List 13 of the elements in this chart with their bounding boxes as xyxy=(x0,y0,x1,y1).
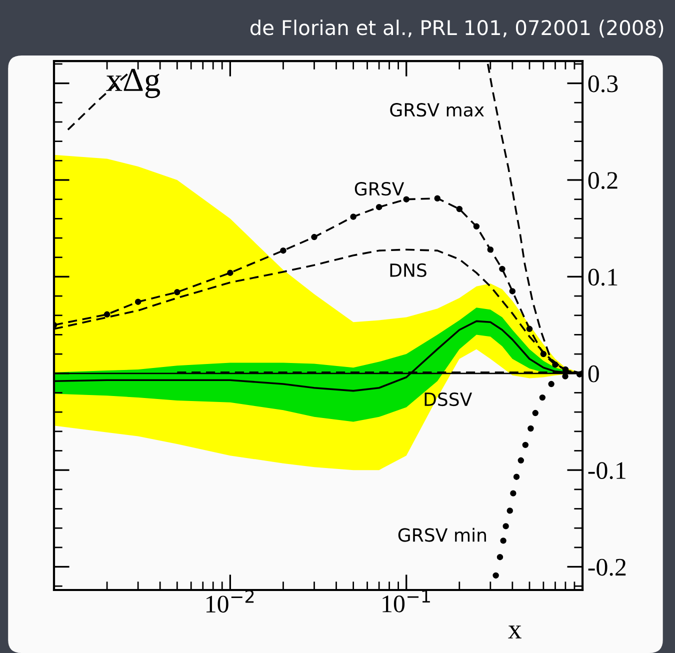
series-label: GRSV xyxy=(354,182,404,196)
x-axis-title: x xyxy=(508,626,522,638)
y-tick-label: -0.1 xyxy=(588,462,626,480)
series-label: DNS xyxy=(390,263,426,278)
y-tick-label: 0.3 xyxy=(588,75,618,92)
y-tick-label: -0.2 xyxy=(588,558,626,576)
series-label: GRSV max xyxy=(390,103,484,117)
chart-title: de Florian et al., PRL 101, 072001 (2008) xyxy=(250,20,664,38)
y-tick-label: 0 xyxy=(588,365,599,382)
y-tick-label: 0.1 xyxy=(588,268,618,286)
y-tick-label: 0.2 xyxy=(588,172,618,190)
y-axis-title: xΔg xyxy=(106,68,160,98)
series-label: GRSV min xyxy=(398,528,486,542)
